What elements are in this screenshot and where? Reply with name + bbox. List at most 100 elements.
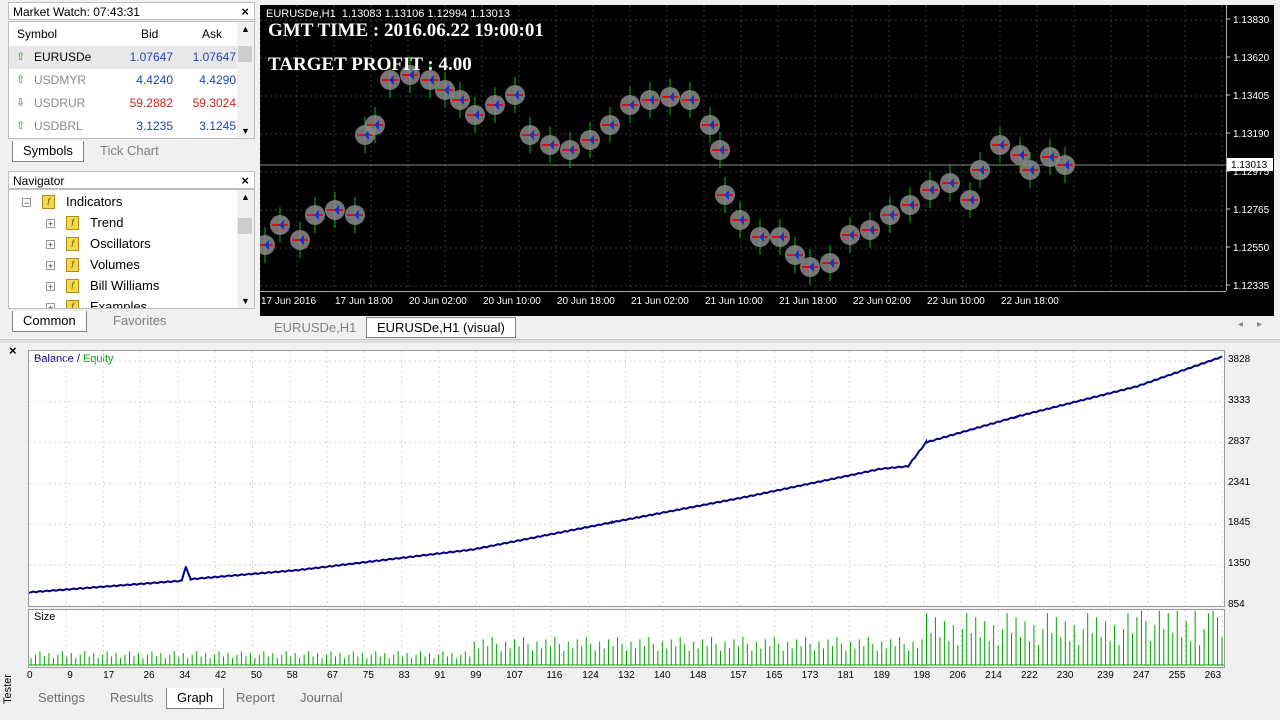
trade-arrow-icon [374,120,379,130]
size-svg [29,610,1224,667]
size-axis-label: 17 [103,670,115,681]
tab-chart-eurusd-visual[interactable]: EURUSDe,H1 (visual) [366,317,516,338]
trade-arrow-icon [929,185,934,195]
price-label: 1.12765 [1233,205,1270,216]
tree-item-volumes[interactable]: Volumes [90,257,140,272]
navigator-scrollbar[interactable]: ▲ ▼ [237,190,254,308]
symbol-cell: USDRUR [34,96,86,110]
bid-cell: 3.1235 [136,119,173,133]
trade-arrow-icon [264,240,269,250]
trade-arrow-icon [709,120,714,130]
table-row[interactable]: ⇧ USDMYR 4.4240 4.4290 [9,69,239,92]
ask-cell: 3.1245 [199,119,236,133]
close-icon[interactable]: × [241,173,249,188]
trade-arrow-icon [409,70,414,80]
trade-arrow-icon [969,195,974,205]
balance-line [29,355,1223,594]
size-axis-label: 173 [801,670,819,681]
indicator-folder-icon: f [66,300,79,308]
expand-icon[interactable]: + [46,282,55,292]
balance-graph: Balance / Equity [28,350,1225,607]
trade-arrow-icon [474,110,479,120]
table-row[interactable]: ⇩ USDRUR 59.2882 59.3024 [9,92,239,115]
time-label: 17 Jun 18:00 [335,296,393,307]
table-row[interactable]: ⇧ USDBRL 3.1235 3.1245 [9,115,239,138]
close-icon[interactable]: × [241,4,249,19]
size-axis-label: 198 [913,670,931,681]
size-axis-label: 263 [1204,670,1222,681]
column-header-symbol[interactable]: Symbol [17,27,58,41]
tab-results[interactable]: Results [110,690,154,705]
tree-item-trend[interactable]: Trend [90,215,124,230]
balance-axis-label: 1845 [1228,517,1251,529]
tab-graph[interactable]: Graph [166,688,225,709]
symbol-cell: USDMYR [34,73,87,87]
collapse-icon[interactable]: − [22,198,31,208]
column-header-bid[interactable]: Bid [141,27,159,41]
trade-arrow-icon [1064,160,1069,170]
tab-common[interactable]: Common [12,311,87,332]
graph-legend: Balance / Equity [34,353,114,365]
size-axis-label: 0 [27,670,33,681]
size-label: Size [34,611,56,623]
scroll-left-icon[interactable]: ◂ [1238,319,1244,330]
expand-icon[interactable]: + [46,219,55,229]
tree-item-oscillators[interactable]: Oscillators [90,236,151,251]
tab-journal[interactable]: Journal [300,690,343,705]
trade-arrow-icon [354,210,359,220]
trade-arrow-icon [629,100,634,110]
size-axis-label: 239 [1097,670,1114,681]
trade-arrow-icon [669,92,674,102]
size-axis-label: 255 [1168,670,1186,681]
time-label: 21 Jun 18:00 [779,296,837,307]
close-icon[interactable]: × [9,343,17,358]
tab-tick-chart[interactable]: Tick Chart [100,143,159,158]
trade-arrow-icon [1019,150,1024,160]
size-axis-label: 157 [729,670,747,681]
trade-arrow-icon [909,200,914,210]
price-axis-line [1226,5,1227,291]
price-chart-svg[interactable]: 1.13830 1.13620 1.13405 1.13190 1.12975 1.127… [260,5,1274,316]
tab-settings[interactable]: Settings [38,690,85,705]
tab-favorites[interactable]: Favorites [113,313,167,328]
time-label: 20 Jun 02:00 [409,296,467,307]
expand-icon[interactable]: + [46,261,55,271]
scroll-right-icon[interactable]: ▸ [1257,319,1263,330]
table-row[interactable]: ⇧ EURUSDe 1.07647 1.07647 [9,46,239,69]
expand-icon[interactable]: + [46,303,55,308]
balance-axis-label: 2341 [1228,476,1251,488]
size-axis-label: 206 [949,670,967,681]
legend-equity: Equity [82,353,114,365]
tree-item-indicators[interactable]: Indicators [66,194,123,209]
tree-item-examples[interactable]: Examples [90,299,148,309]
trade-arrow-icon [444,85,449,95]
price-label: 1.13830 [1233,15,1270,26]
size-axis-label: 148 [689,670,707,681]
tab-symbols[interactable]: Symbols [12,141,84,162]
price-label: 1.13405 [1233,91,1270,102]
size-axis-label: 26 [143,670,155,681]
market-watch-table: Symbol Bid Ask ⇧ EURUSDe 1.07647 1.07647 ⇧ US… [8,21,255,139]
arrow-down-icon: ⇩ [16,97,26,109]
size-axis-label: 189 [873,670,890,681]
balance-svg [29,351,1224,606]
trade-arrow-icon [299,235,304,245]
column-header-ask[interactable]: Ask [202,27,223,41]
price-chart[interactable]: 1.13830 1.13620 1.13405 1.13190 1.12975 1.127… [260,5,1274,316]
trade-arrow-icon [459,95,464,105]
time-label: 21 Jun 02:00 [631,296,689,307]
expand-icon[interactable]: + [46,240,55,250]
tab-report[interactable]: Report [236,690,276,705]
tab-chart-eurusd[interactable]: EURUSDe,H1 [274,320,357,335]
navigator-tree: − f Indicators + f Trend + f Oscillators + f Vol… [8,189,255,309]
trade-arrow-icon [334,205,339,215]
price-label: 1.12335 [1233,281,1270,292]
trade-arrow-icon [719,145,724,155]
indicator-folder-icon: f [66,279,79,293]
size-axis-label: 140 [653,670,671,681]
time-label: 22 Jun 18:00 [1001,296,1059,307]
trade-arrow-icon [829,258,834,268]
market-watch-scrollbar[interactable]: ▲ ▼ [237,22,254,138]
gmt-time-label: GMT TIME : 2016.06.22 19:00:01 [268,20,544,41]
tree-item-bill-williams[interactable]: Bill Williams [90,278,160,293]
